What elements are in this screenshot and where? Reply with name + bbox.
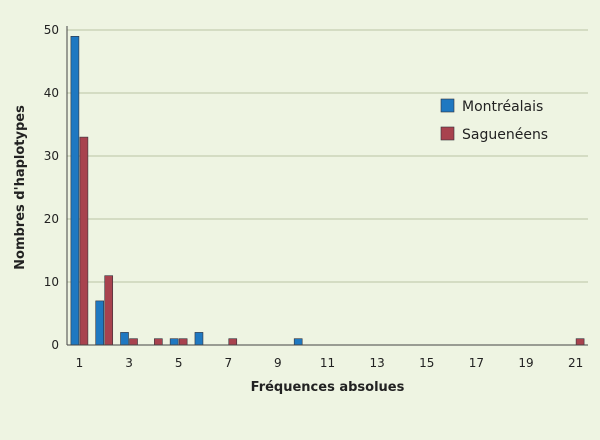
bar: [79, 136, 89, 346]
x-tick-label: 1: [76, 356, 84, 370]
x-tick-label: 9: [274, 356, 282, 370]
legend-swatch: [440, 98, 455, 113]
x-tick-label: 7: [224, 356, 232, 370]
x-tick-label: 19: [518, 356, 533, 370]
x-tick-label: 3: [125, 356, 133, 370]
bar: [228, 338, 238, 346]
legend: Montréalais Saguenéens: [440, 98, 548, 143]
x-tick-label: 17: [469, 356, 484, 370]
legend-swatch: [440, 126, 455, 141]
bar: [95, 300, 105, 346]
y-tick-labels: 0 10 20 30 40 50: [44, 23, 59, 352]
bar: [575, 338, 585, 346]
bar: [169, 338, 179, 346]
x-tick-labels: 1 3 5 7 9 11 13 15 17 19 21: [76, 356, 584, 370]
x-axis-title: Fréquences absolues: [251, 380, 405, 395]
bar: [194, 332, 204, 346]
bar: [293, 338, 303, 346]
grid-lines: [67, 29, 588, 283]
y-tick-label: 40: [44, 86, 59, 100]
legend-label: Montréalais: [462, 99, 543, 115]
bar: [104, 275, 114, 346]
y-axis-title: Nombres d'haplotypes: [13, 105, 28, 270]
y-tick-label: 30: [44, 149, 59, 163]
x-tick-label: 21: [568, 356, 583, 370]
x-tick-label: 15: [419, 356, 434, 370]
bar: [70, 35, 80, 346]
bar: [129, 338, 138, 346]
bars: [70, 35, 585, 346]
y-tick-label: 20: [44, 212, 59, 226]
legend-label: Saguenéens: [462, 127, 548, 143]
x-tick-label: 11: [320, 356, 335, 370]
y-tick-label: 50: [44, 23, 59, 37]
x-tick-label: 5: [175, 356, 183, 370]
y-tick-label: 0: [51, 338, 59, 352]
bar: [178, 338, 188, 346]
bar: [120, 332, 129, 346]
bar: [154, 338, 163, 346]
x-tick-label: 13: [369, 356, 384, 370]
y-tick-label: 10: [44, 275, 59, 289]
